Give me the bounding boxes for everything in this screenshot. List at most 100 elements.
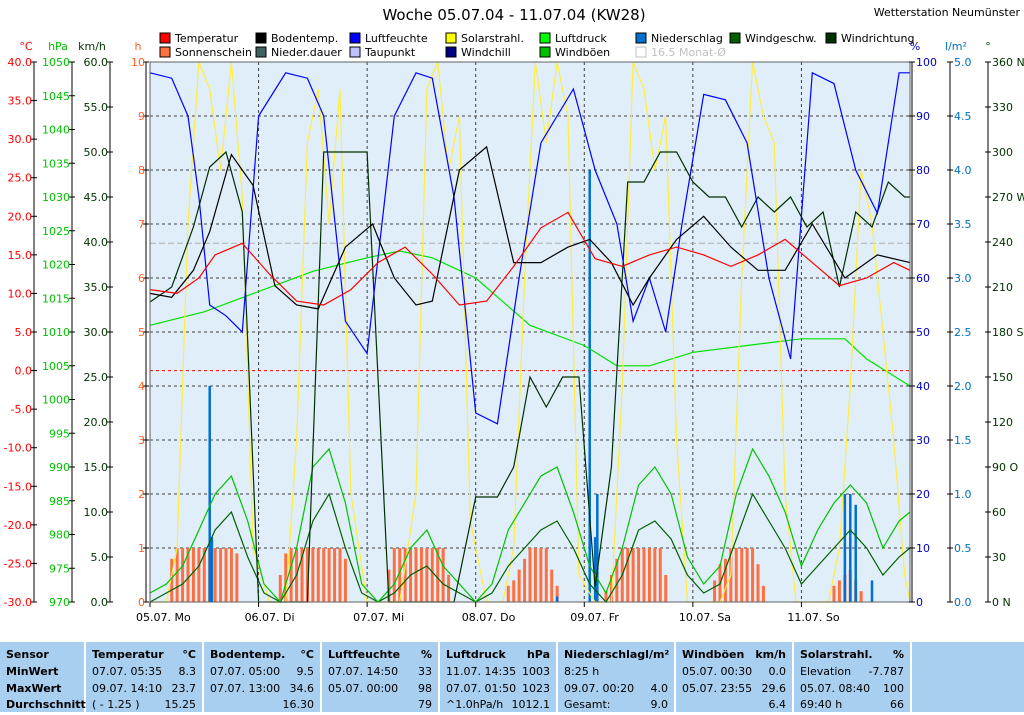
stats-header-label: Luftfeuchte — [328, 648, 401, 661]
kmh-tick-label: 35.0 — [84, 281, 109, 294]
stats-row: 07.07. 05:00 9.5 — [210, 665, 320, 682]
stats-header-unit: % — [420, 648, 432, 661]
sunshine-bar — [284, 553, 288, 602]
sunshine-bar — [387, 569, 391, 602]
sunshine-bar — [832, 585, 836, 602]
stats-row: 6.4 — [682, 698, 792, 715]
weather-chart: °C40.035.030.025.020.015.010.05.00.0-5.0… — [3, 6, 1024, 624]
stats-row-value: 79 — [418, 698, 432, 711]
sunshine-bar — [837, 580, 841, 602]
stats-column: Windböen km/h 05.07. 00:30 0.0 05.07. 23:55 2… — [676, 642, 794, 712]
sunshine-bar — [392, 548, 396, 602]
stats-row-label: 09.07. 00:20 — [564, 681, 635, 695]
stats-row-value: 16.30 — [282, 698, 315, 711]
sunshine-bar — [414, 548, 418, 602]
stats-column: Niederschlag l/m² 8:25 h 09.07. 00:20 4.0 Ges… — [558, 642, 676, 712]
lm2-tick-label: 5.0 — [954, 56, 972, 69]
soil-temperature-line — [149, 145, 911, 310]
sunshine-bar — [316, 548, 320, 602]
precipitation-bar — [210, 537, 214, 602]
stats-row-value: 34.6 — [289, 681, 315, 695]
humidity-line — [149, 71, 910, 425]
stats-header-label: Sensor — [6, 648, 49, 661]
stats-row-label: ^1.0hPa/h — [446, 698, 504, 711]
kmh-tick-label: 0.0 — [91, 596, 109, 609]
stats-header-unit: km/h — [755, 648, 786, 661]
hpa-tick-label: 1035 — [42, 157, 70, 170]
temp-tick-label: 35.0 — [8, 95, 33, 108]
stats-row: 09.07. 00:20 4.0 — [564, 682, 674, 699]
stats-row-label: 69:40 h — [800, 698, 843, 711]
hpa-tick-label: 970 — [49, 596, 70, 609]
stats-row: 05.07. 00:00 98 — [328, 682, 438, 699]
deg-tick-label: 120 — [992, 416, 1013, 429]
stats-header: Sensor — [6, 648, 84, 665]
legend-swatch — [349, 46, 361, 58]
sunshine-bar — [723, 558, 727, 602]
sunshine-bar — [327, 548, 331, 602]
stats-row: 69:40 h 66 — [800, 698, 910, 715]
stats-row: 05.07. 08:40 100 — [800, 682, 910, 699]
stats-row-label: 05.07. 23:55 — [682, 681, 753, 695]
grid-lines — [150, 62, 910, 602]
legend-swatch — [635, 46, 647, 58]
sunshine-bar — [664, 575, 668, 602]
sunshine-bar — [278, 575, 282, 602]
temp-tick-label: -5.0 — [11, 403, 32, 416]
sunshine-bar — [555, 585, 559, 602]
legend-swatch — [539, 46, 551, 58]
stats-header-unit: % — [892, 648, 904, 661]
stats-row: 79 — [328, 698, 438, 715]
hpa-tick-label: 995 — [49, 427, 70, 440]
sunshine-bar — [745, 548, 749, 602]
pct-tick-label: 20 — [916, 488, 930, 501]
temp-tick-label: 15.0 — [8, 249, 33, 262]
sunshine-bar — [197, 548, 201, 602]
hours-tick-label: 0 — [138, 596, 145, 609]
hours-tick-label: 8 — [138, 164, 145, 177]
hpa-tick-label: 1025 — [42, 225, 70, 238]
sunshine-bar — [311, 548, 315, 602]
sunshine-bar — [213, 548, 217, 602]
stats-row-label — [210, 698, 283, 715]
sunshine-bar — [343, 558, 347, 602]
precipitation-bar — [843, 494, 847, 602]
temp-tick-label: -10.0 — [4, 442, 32, 455]
stats-row-label: ( - 1.25 ) — [92, 698, 140, 711]
temp-tick-label: 20.0 — [8, 210, 33, 223]
hpa-unit-label: hPa — [48, 40, 68, 53]
stats-row: ^1.0hPa/h 1012.1 — [446, 698, 556, 715]
hpa-tick-label: 1000 — [42, 394, 70, 407]
hours-tick-label: 7 — [138, 218, 145, 231]
lm2-tick-label: 0.5 — [954, 542, 972, 555]
stats-row-value: 33 — [418, 665, 432, 678]
legend-label: Windchill — [461, 46, 511, 59]
sunshine-bar — [186, 548, 190, 602]
stats-row-label: 07.07. 13:00 — [210, 681, 281, 695]
sunshine-bar — [175, 548, 179, 602]
sunshine-bar — [202, 548, 206, 602]
stats-row-label: 07.07. 14:50 — [328, 665, 399, 678]
deg-tick-label: 90 O — [992, 461, 1018, 474]
day-label: 11.07. So — [787, 611, 839, 624]
station-name: Wetterstation Neumünster — [874, 6, 1021, 19]
legend-swatch — [349, 32, 361, 44]
stats-row-label: 05.07. 00:00 — [328, 681, 399, 695]
hpa-tick-label: 980 — [49, 529, 70, 542]
sunshine-bar — [713, 580, 717, 602]
hpa-tick-label: 1050 — [42, 56, 70, 69]
sunshine-bar — [653, 548, 657, 602]
stats-row-value: 23.7 — [171, 681, 197, 695]
stats-column: Bodentemp. °C 07.07. 05:00 9.5 07.07. 13:00 3… — [204, 642, 322, 712]
lm2-unit-label: l/m² — [945, 40, 967, 53]
precipitation-bar — [588, 170, 591, 602]
stats-header: Luftdruck hPa — [446, 648, 556, 665]
stats-row-value: 4.0 — [650, 681, 669, 695]
hours-tick-label: 5 — [138, 326, 145, 339]
deg-tick-label: 210 — [992, 281, 1013, 294]
temp-tick-label: -25.0 — [4, 557, 32, 570]
stats-header: Windböen km/h — [682, 648, 792, 665]
stats-row: Durchschnitt — [6, 698, 86, 715]
sunshine-bar — [425, 548, 429, 602]
stats-row: Elevation -7.787 — [800, 665, 910, 682]
